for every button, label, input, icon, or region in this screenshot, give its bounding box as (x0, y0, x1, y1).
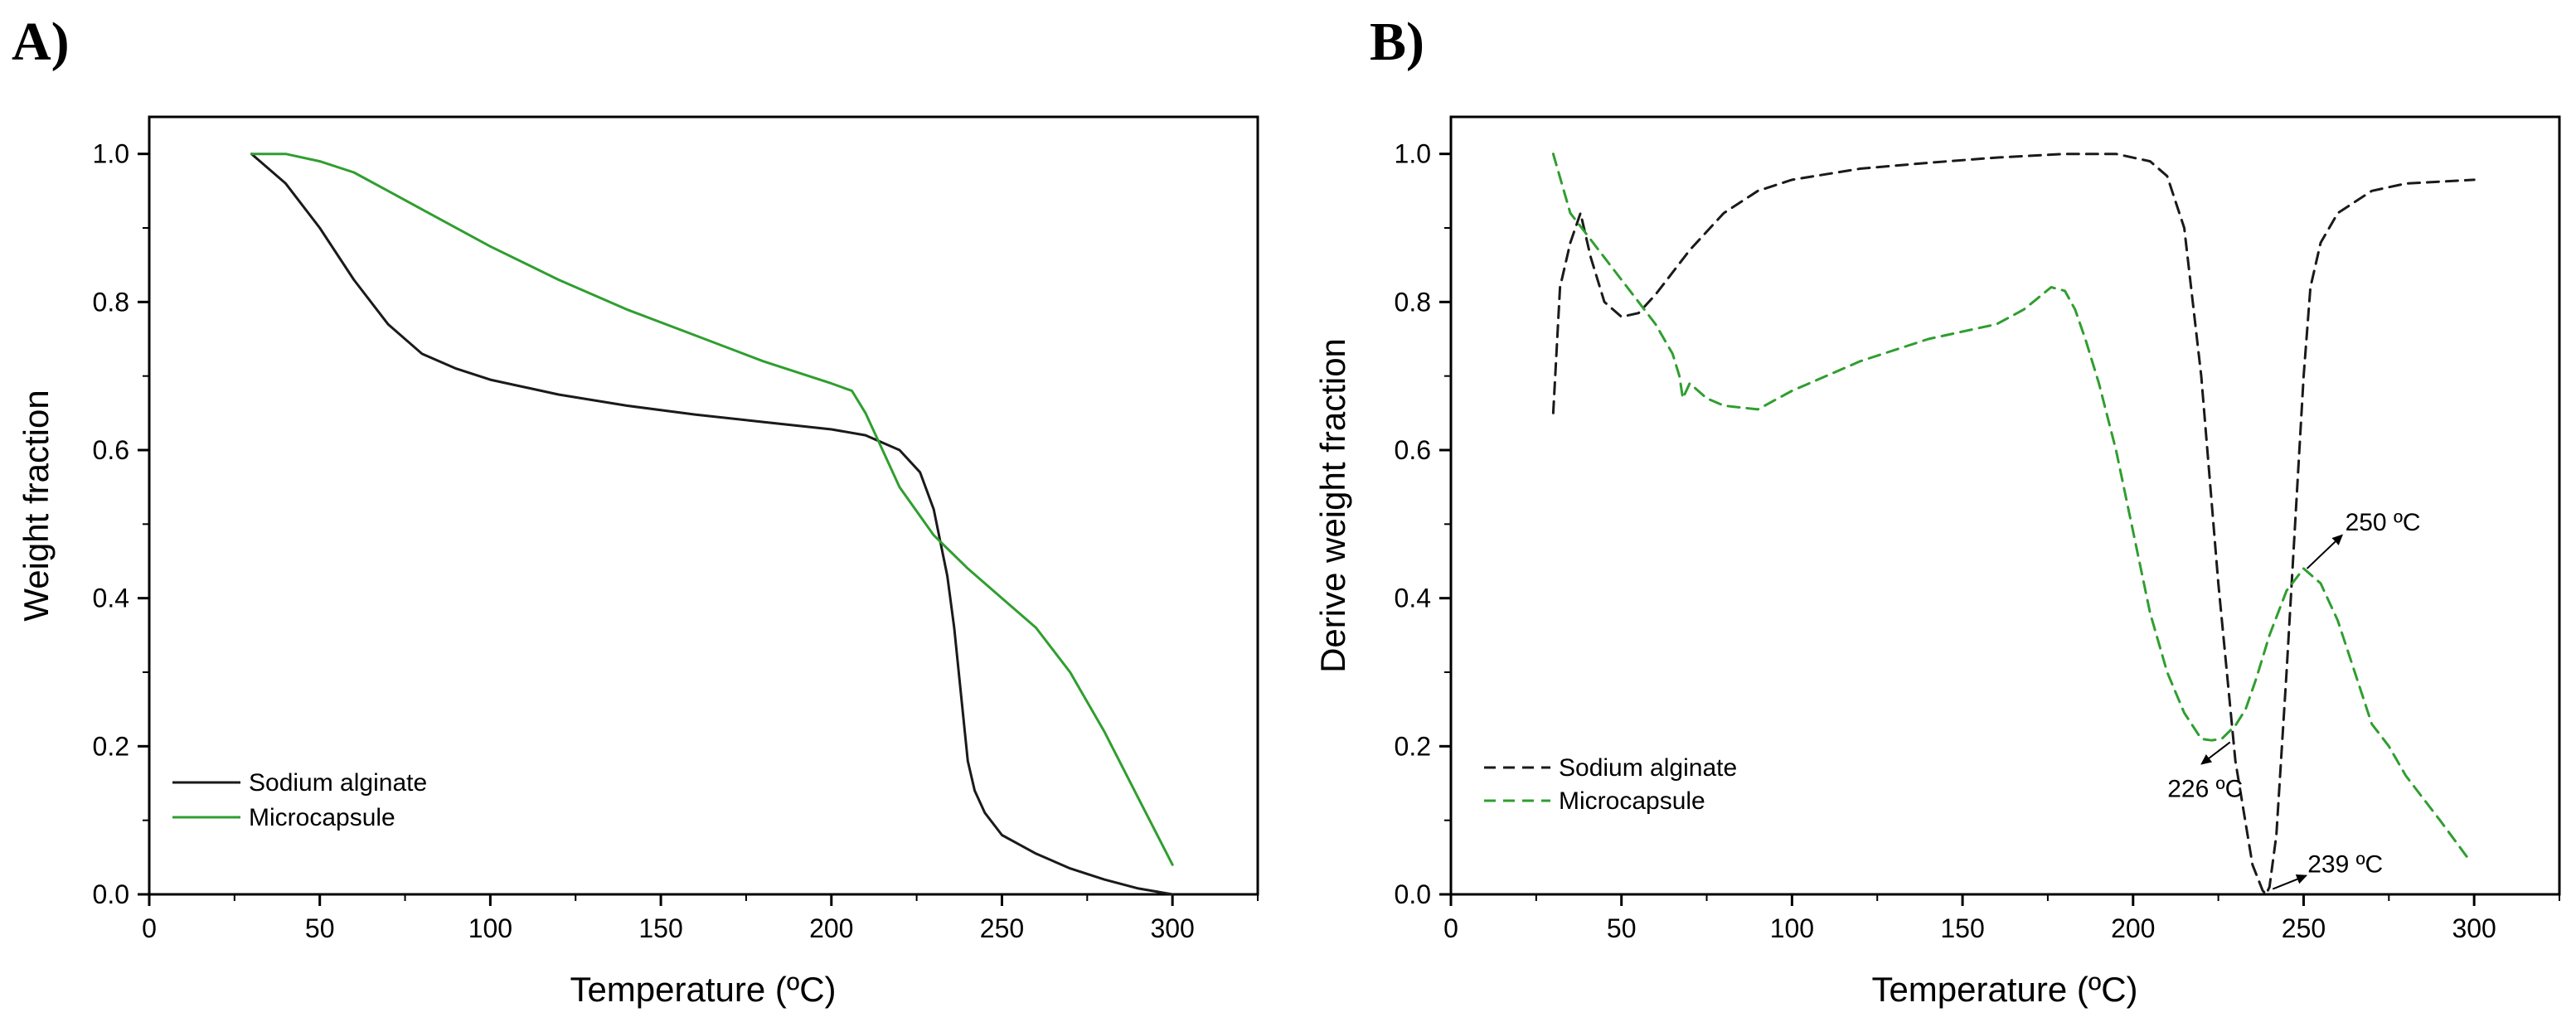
panel-label-a: A) (12, 12, 70, 72)
annotation-arrow (2200, 741, 2231, 765)
legend-label-microcapsule-b: Microcapsule (1559, 787, 1705, 815)
legend-b: Sodium alginate Microcapsule (1484, 754, 1737, 815)
panel-a: A) 0 50 100 150 200 250 300 0.0 0.2 0.4 0.6 0.8 1.0… (12, 12, 1259, 1009)
panel-b: B) 0 50 100 150 200 250 300 0.0 0.2 0.4 0.6 0.8 1.0… (1313, 12, 2561, 1009)
x-tick-label-b: 150 (1940, 913, 1984, 943)
series-layer-b (1551, 153, 2476, 896)
annotation-arrow (2272, 874, 2308, 890)
series-layer-a (250, 153, 1174, 896)
legend-label-sodium-alginate-b: Sodium alginate (1559, 754, 1737, 782)
x-tick-label-b: 50 (1607, 913, 1637, 943)
y-tick-label-b: 0.4 (1395, 584, 1431, 613)
x-tick-label-a: 150 (638, 913, 682, 943)
y-tick-label-a: 0.0 (93, 879, 129, 909)
annotations-b: 250 ºC 226 ºC 239 ºC (2167, 509, 2421, 890)
series-microcapsule-line (1551, 153, 2469, 859)
y-axis-title-a: Weight fraction (17, 390, 56, 621)
y-tick-label-a: 0.4 (93, 584, 129, 613)
legend-label-microcapsule: Microcapsule (249, 804, 395, 831)
annotation-label: 226 ºC (2167, 775, 2243, 802)
y-tick-label-b: 0.8 (1395, 287, 1431, 317)
y-tick-label-a: 0.8 (93, 287, 129, 317)
x-tick-label-b: 100 (1770, 913, 1814, 943)
y-tick-label-b: 0.0 (1395, 879, 1431, 909)
plot-frame-b (1449, 115, 2561, 896)
y-tick-label-a: 0.2 (93, 731, 129, 761)
x-tick-label-b: 300 (2452, 913, 2496, 943)
y-ticks-b: 0.0 0.2 0.4 0.6 0.8 1.0 (1395, 139, 1451, 909)
y-tick-label-b: 1.0 (1395, 139, 1431, 169)
x-tick-label-a: 200 (809, 913, 853, 943)
annotation-label: 239 ºC (2307, 851, 2383, 879)
panel-label-b: B) (1370, 12, 1424, 72)
y-ticks-a: 0.0 0.2 0.4 0.6 0.8 1.0 (93, 139, 149, 909)
x-tick-label-a: 300 (1150, 913, 1194, 943)
annotation-label: 250 ºC (2346, 509, 2421, 536)
plot-frame-a (148, 115, 1259, 896)
x-axis-title-b: Temperature (ºC) (1871, 970, 2137, 1009)
legend-a: Sodium alginate Microcapsule (172, 769, 427, 831)
x-tick-label-a: 0 (142, 913, 157, 943)
x-ticks-a: 0 50 100 150 200 250 300 (142, 894, 1259, 943)
annotation-arrow (2306, 534, 2344, 569)
x-tick-label-b: 200 (2111, 913, 2155, 943)
series-sodium-alginate-line (250, 153, 1174, 896)
y-axis-title-b: Derive weight fraction (1313, 338, 1352, 673)
y-tick-label-b: 0.2 (1395, 731, 1431, 761)
x-ticks-b: 0 50 100 150 200 250 300 (1443, 894, 2560, 943)
legend-label-sodium-alginate: Sodium alginate (249, 769, 427, 797)
x-tick-label-b: 0 (1443, 913, 1458, 943)
y-tick-label-a: 0.6 (93, 435, 129, 465)
x-tick-label-a: 100 (468, 913, 512, 943)
x-axis-title-a: Temperature (ºC) (570, 970, 836, 1009)
y-tick-label-b: 0.6 (1395, 435, 1431, 465)
series-sodium-alginate-line (1551, 153, 2476, 896)
y-tick-label-a: 1.0 (93, 139, 129, 169)
x-tick-label-b: 250 (2282, 913, 2326, 943)
series-microcapsule-line (250, 153, 1174, 866)
x-tick-label-a: 50 (305, 913, 335, 943)
x-tick-label-a: 250 (980, 913, 1024, 943)
